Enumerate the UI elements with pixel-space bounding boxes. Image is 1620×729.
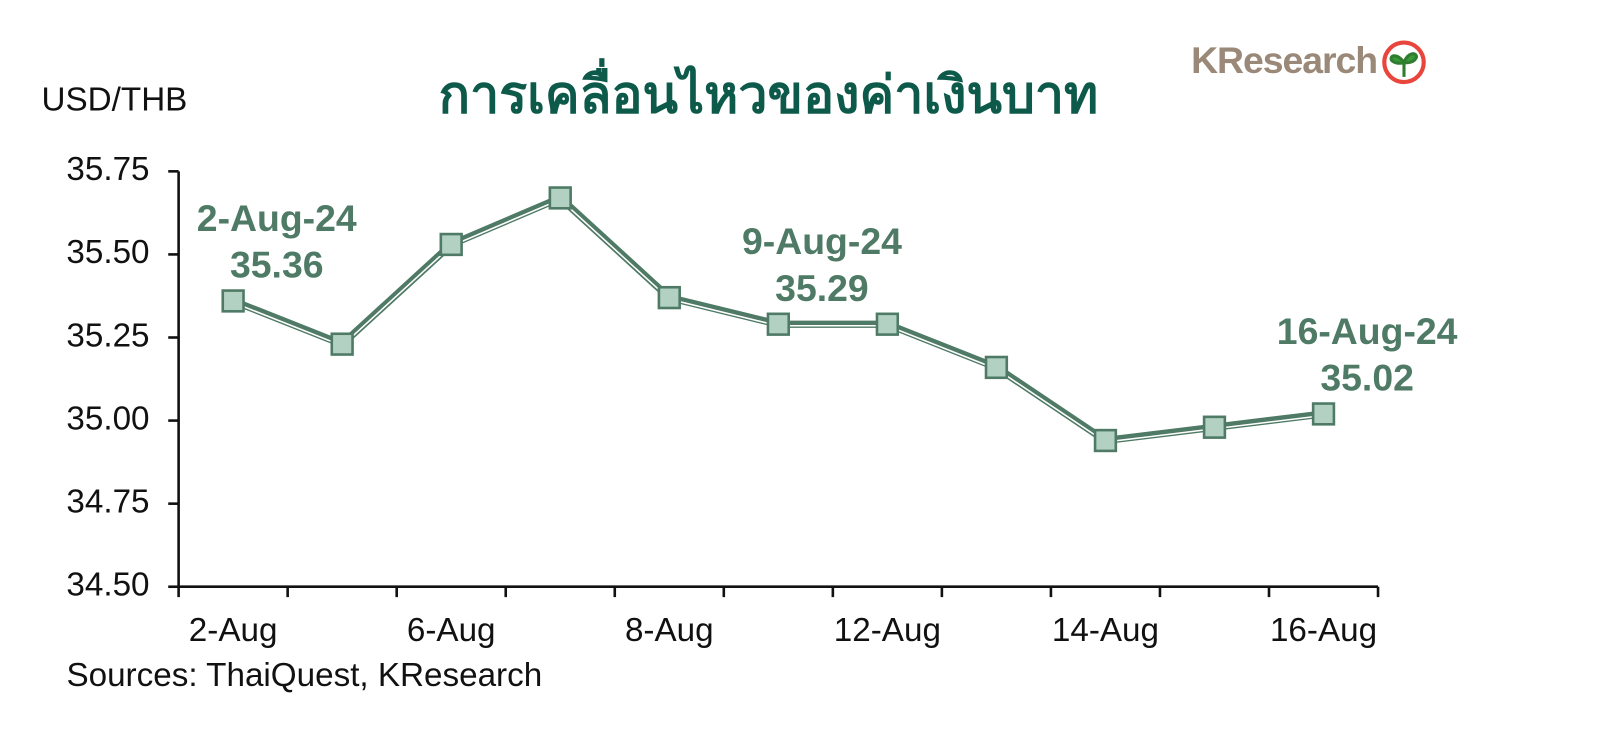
- marker: [984, 355, 1009, 380]
- data-label: 35.29: [775, 267, 869, 309]
- data-label: 35.36: [230, 244, 324, 286]
- y-tick-label: 34.50: [66, 567, 149, 604]
- y-axis-label: USD/THB: [42, 82, 188, 119]
- marker: [1311, 402, 1336, 426]
- marker: [439, 232, 463, 257]
- marker: [657, 285, 681, 310]
- y-tick-label: 35.25: [66, 317, 149, 354]
- annotation-date: 2-Aug-24: [197, 197, 357, 239]
- y-tick-label: 35.75: [66, 151, 149, 188]
- x-tick-label: 16-Aug: [1270, 612, 1377, 649]
- x-tick-label: 2-Aug: [189, 612, 278, 649]
- x-tick-label: 14-Aug: [1052, 612, 1159, 649]
- annotation-date: 16-Aug-24: [1277, 310, 1458, 352]
- logo-leaf: [1389, 52, 1419, 77]
- y-tick-label: 35.50: [66, 234, 149, 271]
- logo-text: KResearch: [1191, 39, 1377, 81]
- source: Sources: ThaiQuest, KResearch: [66, 657, 542, 694]
- marker: [548, 186, 572, 210]
- marker: [766, 312, 791, 336]
- y-tick-label: 35.00: [66, 400, 149, 437]
- marker: [875, 312, 900, 336]
- annotation-date: 9-Aug-24: [742, 220, 902, 262]
- marker: [1202, 415, 1227, 439]
- data-label: 35.02: [1320, 357, 1414, 399]
- marker: [330, 332, 354, 356]
- x-tick-label: 6-Aug: [407, 612, 496, 649]
- y-tick-label: 34.75: [66, 483, 149, 520]
- x-tick-label: 8-Aug: [625, 612, 714, 649]
- chart-title: การเคลื่อนไหวของค่าเงินบาท: [439, 58, 1099, 124]
- logo-icon: [1382, 40, 1426, 85]
- marker: [221, 289, 245, 313]
- marker: [1093, 428, 1118, 453]
- x-tick-label: 12-Aug: [834, 612, 941, 649]
